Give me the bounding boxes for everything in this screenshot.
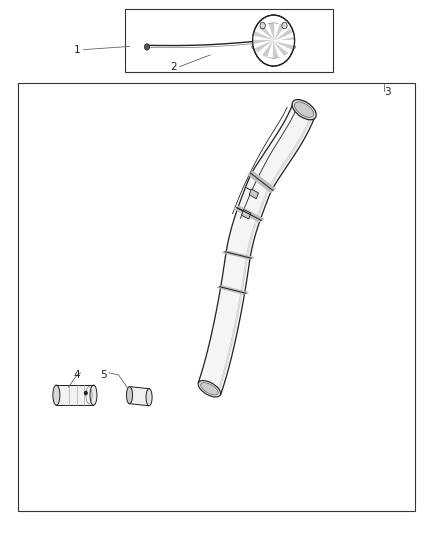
Polygon shape bbox=[274, 41, 284, 56]
Polygon shape bbox=[274, 33, 294, 41]
Bar bbox=[125, 9, 332, 72]
Polygon shape bbox=[248, 171, 275, 192]
Polygon shape bbox=[274, 26, 288, 41]
Bar bbox=[18, 83, 416, 511]
Circle shape bbox=[260, 22, 265, 29]
Polygon shape bbox=[274, 41, 294, 49]
Polygon shape bbox=[263, 25, 274, 41]
Polygon shape bbox=[274, 24, 279, 41]
Ellipse shape bbox=[146, 389, 152, 406]
Text: 1: 1 bbox=[74, 45, 81, 54]
Polygon shape bbox=[255, 41, 274, 52]
Polygon shape bbox=[268, 41, 274, 57]
Ellipse shape bbox=[198, 381, 221, 397]
Ellipse shape bbox=[127, 386, 133, 403]
Polygon shape bbox=[274, 41, 279, 57]
Polygon shape bbox=[255, 29, 274, 41]
Polygon shape bbox=[129, 386, 150, 406]
Text: 3: 3 bbox=[384, 87, 390, 97]
Polygon shape bbox=[253, 41, 274, 49]
Polygon shape bbox=[274, 29, 292, 41]
Polygon shape bbox=[274, 41, 292, 52]
Polygon shape bbox=[274, 36, 294, 41]
Bar bbox=[57, 385, 93, 405]
Circle shape bbox=[145, 44, 150, 50]
Polygon shape bbox=[274, 41, 288, 55]
Circle shape bbox=[253, 15, 294, 66]
Polygon shape bbox=[234, 206, 264, 222]
Ellipse shape bbox=[252, 41, 295, 53]
Polygon shape bbox=[253, 36, 274, 41]
Bar bbox=[249, 189, 258, 199]
Ellipse shape bbox=[201, 383, 218, 395]
Circle shape bbox=[85, 391, 87, 394]
Polygon shape bbox=[259, 41, 274, 55]
Polygon shape bbox=[253, 33, 274, 41]
Ellipse shape bbox=[90, 385, 97, 405]
Polygon shape bbox=[274, 41, 294, 45]
Text: 2: 2 bbox=[170, 62, 177, 72]
Text: 5: 5 bbox=[100, 370, 106, 381]
Polygon shape bbox=[198, 103, 315, 394]
Ellipse shape bbox=[294, 102, 314, 117]
Text: 4: 4 bbox=[74, 370, 81, 381]
Ellipse shape bbox=[292, 100, 316, 120]
Circle shape bbox=[259, 23, 288, 58]
Polygon shape bbox=[253, 41, 274, 45]
Polygon shape bbox=[259, 26, 274, 41]
Polygon shape bbox=[268, 24, 274, 41]
Circle shape bbox=[282, 22, 287, 29]
Ellipse shape bbox=[53, 385, 60, 405]
Polygon shape bbox=[217, 286, 248, 294]
Polygon shape bbox=[223, 251, 254, 259]
Polygon shape bbox=[263, 41, 274, 56]
Ellipse shape bbox=[253, 42, 294, 52]
Bar bbox=[241, 209, 251, 219]
Polygon shape bbox=[274, 25, 284, 41]
